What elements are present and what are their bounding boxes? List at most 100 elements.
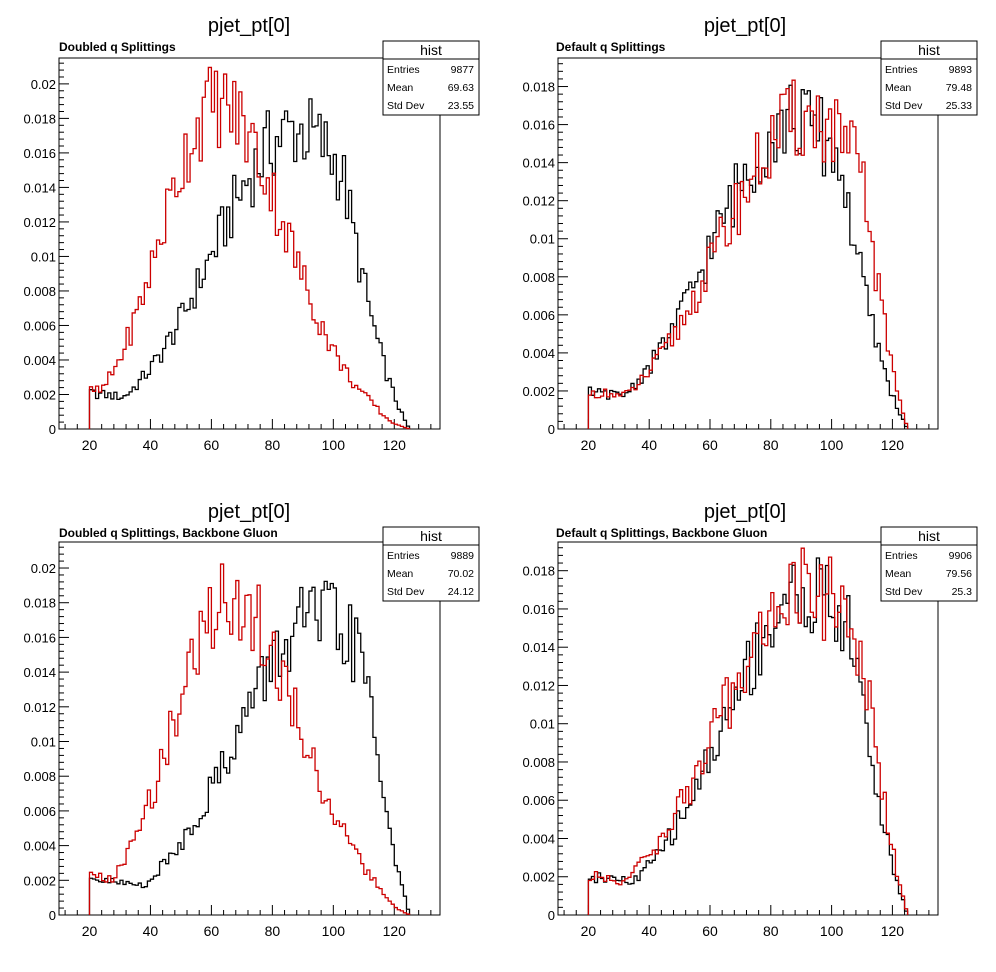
histogram-series-line [587, 547, 909, 915]
y-tick-label: 0.008 [522, 755, 555, 770]
x-tick-label: 80 [265, 923, 281, 939]
x-tick-label: 120 [881, 923, 905, 939]
y-tick-label: 0.016 [23, 146, 56, 161]
y-tick-label: 0.002 [522, 870, 555, 885]
y-tick-label: 0.004 [23, 353, 56, 368]
stats-box-frame [880, 526, 978, 602]
y-tick-label: 0.004 [522, 346, 555, 361]
y-tick-label: 0.006 [522, 308, 555, 323]
y-tick-label: 0.018 [522, 80, 555, 95]
stats-box-frame [880, 40, 978, 116]
stats-label: Std Dev [885, 100, 923, 112]
x-tick-label: 60 [702, 437, 718, 453]
histogram-series-line [587, 79, 909, 429]
y-tick-label: 0.02 [31, 561, 56, 576]
stats-value: 79.56 [946, 568, 972, 580]
x-tick-label: 40 [143, 437, 159, 453]
stats-box-title: hist [420, 42, 442, 58]
y-tick-label: 0.012 [23, 215, 56, 230]
y-tick-label: 0.014 [522, 156, 555, 171]
stats-label: Mean [885, 82, 911, 94]
stats-value: 9906 [949, 550, 973, 562]
stats-value: 25.33 [946, 100, 972, 112]
y-tick-label: 0 [548, 908, 555, 923]
y-tick-label: 0.01 [530, 232, 555, 247]
y-tick-label: 0.002 [23, 387, 56, 402]
stats-box-title: hist [420, 528, 442, 544]
y-tick-label: 0.018 [522, 564, 555, 579]
stats-box-frame [382, 526, 480, 602]
x-tick-label: 40 [143, 923, 159, 939]
x-tick-label: 100 [322, 437, 346, 453]
y-tick-label: 0.02 [31, 77, 56, 92]
y-tick-label: 0.01 [31, 735, 56, 750]
plot-subtitle: Default q Splittings [556, 40, 666, 54]
x-tick-label: 20 [82, 923, 98, 939]
y-tick-label: 0.002 [522, 384, 555, 399]
y-tick-label: 0.008 [522, 270, 555, 285]
plot-title: pjet_pt[0] [704, 15, 786, 37]
histogram-series-line [88, 98, 411, 429]
x-tick-label: 60 [204, 437, 220, 453]
y-tick-label: 0.002 [23, 873, 56, 888]
y-tick-label: 0.016 [23, 630, 56, 645]
y-tick-label: 0.006 [522, 793, 555, 808]
plot-subtitle: Default q Splittings, Backbone Gluon [556, 526, 767, 540]
stats-value: 25.3 [952, 586, 973, 598]
histogram-panel: pjet_pt[0] Default q Splittings, Backbone… [522, 501, 978, 939]
plot-subtitle: Doubled q Splittings [59, 40, 176, 54]
y-tick-label: 0.016 [522, 602, 555, 617]
x-tick-label: 100 [322, 923, 346, 939]
y-tick-label: 0.004 [23, 839, 56, 854]
y-tick-label: 0.006 [23, 804, 56, 819]
histogram-series-line [88, 66, 411, 430]
y-tick-label: 0.01 [530, 717, 555, 732]
y-tick-label: 0.014 [23, 665, 56, 680]
y-tick-label: 0.018 [23, 596, 56, 611]
stats-label: Mean [885, 568, 911, 580]
y-tick-label: 0 [548, 422, 555, 437]
x-tick-label: 40 [641, 923, 657, 939]
plot-frame [58, 541, 441, 916]
histogram-series-line [88, 580, 411, 915]
x-tick-label: 80 [763, 437, 779, 453]
x-tick-label: 100 [820, 923, 844, 939]
x-tick-label: 80 [265, 437, 281, 453]
x-tick-label: 40 [641, 437, 657, 453]
stats-box-title: hist [918, 42, 940, 58]
histogram-panel: pjet_pt[0] Doubled q Splittings, Backbone… [23, 501, 480, 939]
histogram-series-line [587, 557, 909, 915]
stats-value: 24.12 [448, 586, 474, 598]
histogram-series-line [587, 84, 909, 429]
plot-frame [557, 541, 939, 916]
y-tick-label: 0.018 [23, 111, 56, 126]
stats-label: Entries [885, 64, 918, 76]
y-tick-label: 0.012 [522, 678, 555, 693]
histogram-series-line [88, 563, 411, 915]
plot-frame [557, 57, 939, 430]
y-tick-label: 0.008 [23, 769, 56, 784]
y-tick-label: 0.012 [23, 700, 56, 715]
y-tick-label: 0.016 [522, 118, 555, 133]
plot-title: pjet_pt[0] [208, 15, 290, 37]
x-tick-label: 60 [702, 923, 718, 939]
stats-label: Mean [387, 82, 413, 94]
y-tick-label: 0 [49, 908, 56, 923]
stats-label: Entries [387, 550, 420, 562]
stats-label: Std Dev [387, 586, 425, 598]
stats-value: 69.63 [448, 82, 474, 94]
stats-label: Entries [387, 64, 420, 76]
plot-frame [58, 57, 441, 430]
y-tick-label: 0.008 [23, 284, 56, 299]
y-tick-label: 0.006 [23, 318, 56, 333]
x-tick-label: 20 [82, 437, 98, 453]
stats-label: Std Dev [387, 100, 425, 112]
stats-label: Std Dev [885, 586, 923, 598]
histogram-panel: pjet_pt[0] Doubled q Splittings 0 0.002 0.00… [23, 15, 480, 453]
stats-value: 9889 [451, 550, 475, 562]
stats-label: Entries [885, 550, 918, 562]
